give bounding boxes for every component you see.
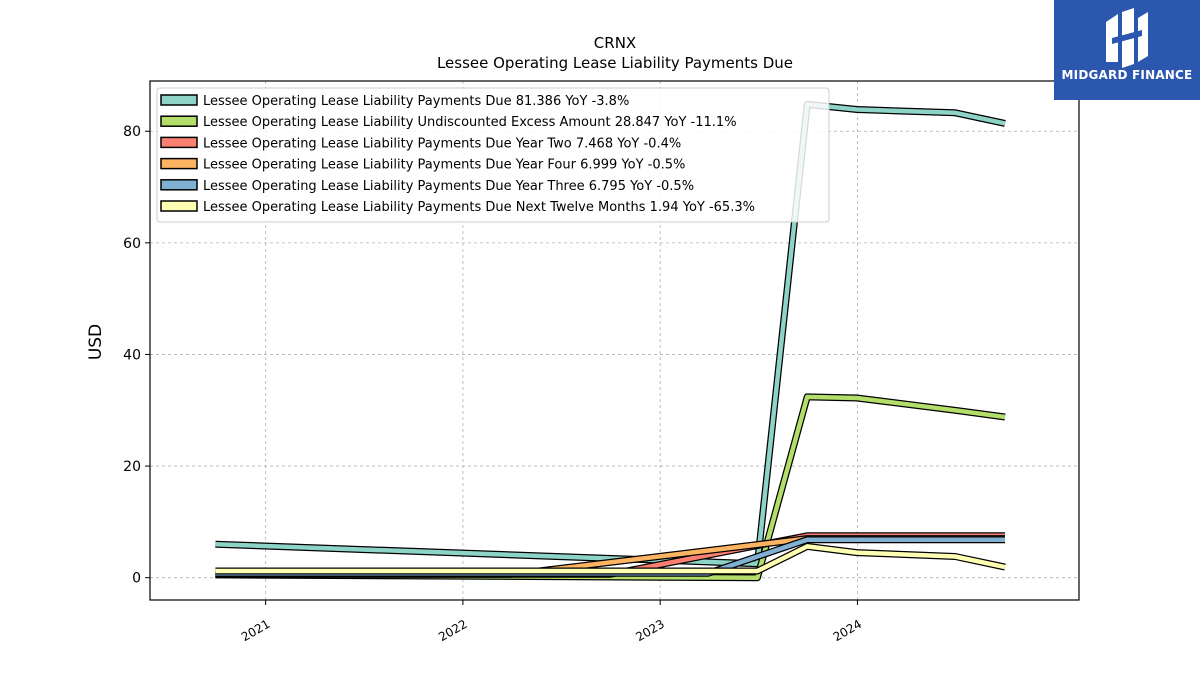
legend-entry-label: Lessee Operating Lease Liability Payment… (203, 136, 681, 151)
legend-entry-label: Lessee Operating Lease Liability Payment… (203, 200, 755, 215)
legend-swatch (160, 115, 198, 127)
y-tick-label: 20 (123, 459, 141, 475)
y-tick-label: 80 (123, 124, 141, 140)
legend-entry-label: Lessee Operating Lease Liability Payment… (203, 94, 629, 109)
y-axis-label: USD (86, 324, 106, 360)
brand-logo: MIDGARD FINANCE (1054, 0, 1200, 100)
x-tick-label: 2023 (633, 617, 666, 644)
legend-entry-label: Lessee Operating Lease Liability Payment… (203, 158, 685, 173)
chart-subtitle: Lessee Operating Lease Liability Payment… (437, 54, 793, 72)
legend-box (156, 87, 830, 223)
series-stroke (215, 544, 1006, 574)
plot-frame (149, 80, 1080, 601)
logo-text: MIDGARD FINANCE (1061, 68, 1193, 82)
y-tick-label: 0 (132, 571, 141, 587)
legend-entry-label: Lessee Operating Lease Liability Undisco… (203, 115, 737, 130)
legend-swatch (160, 136, 198, 149)
x-tick-label: 2022 (436, 617, 469, 644)
series-stroke (215, 394, 1006, 580)
legend-swatch (160, 179, 198, 191)
legend-swatch (160, 94, 198, 106)
midgard-logo-icon (1106, 8, 1148, 68)
chart-title: CRNX (594, 34, 636, 52)
legend-swatch (160, 200, 198, 212)
x-tick-label: 2024 (831, 617, 864, 644)
x-tick-label: 2021 (239, 617, 272, 644)
series-6-line (215, 542, 1006, 575)
y-tick-label: 40 (123, 347, 141, 363)
legend-swatch (160, 157, 198, 170)
legend-entry-label: Lessee Operating Lease Liability Payment… (203, 179, 694, 194)
series-2-line (215, 393, 1006, 582)
y-tick-label: 60 (123, 236, 141, 252)
